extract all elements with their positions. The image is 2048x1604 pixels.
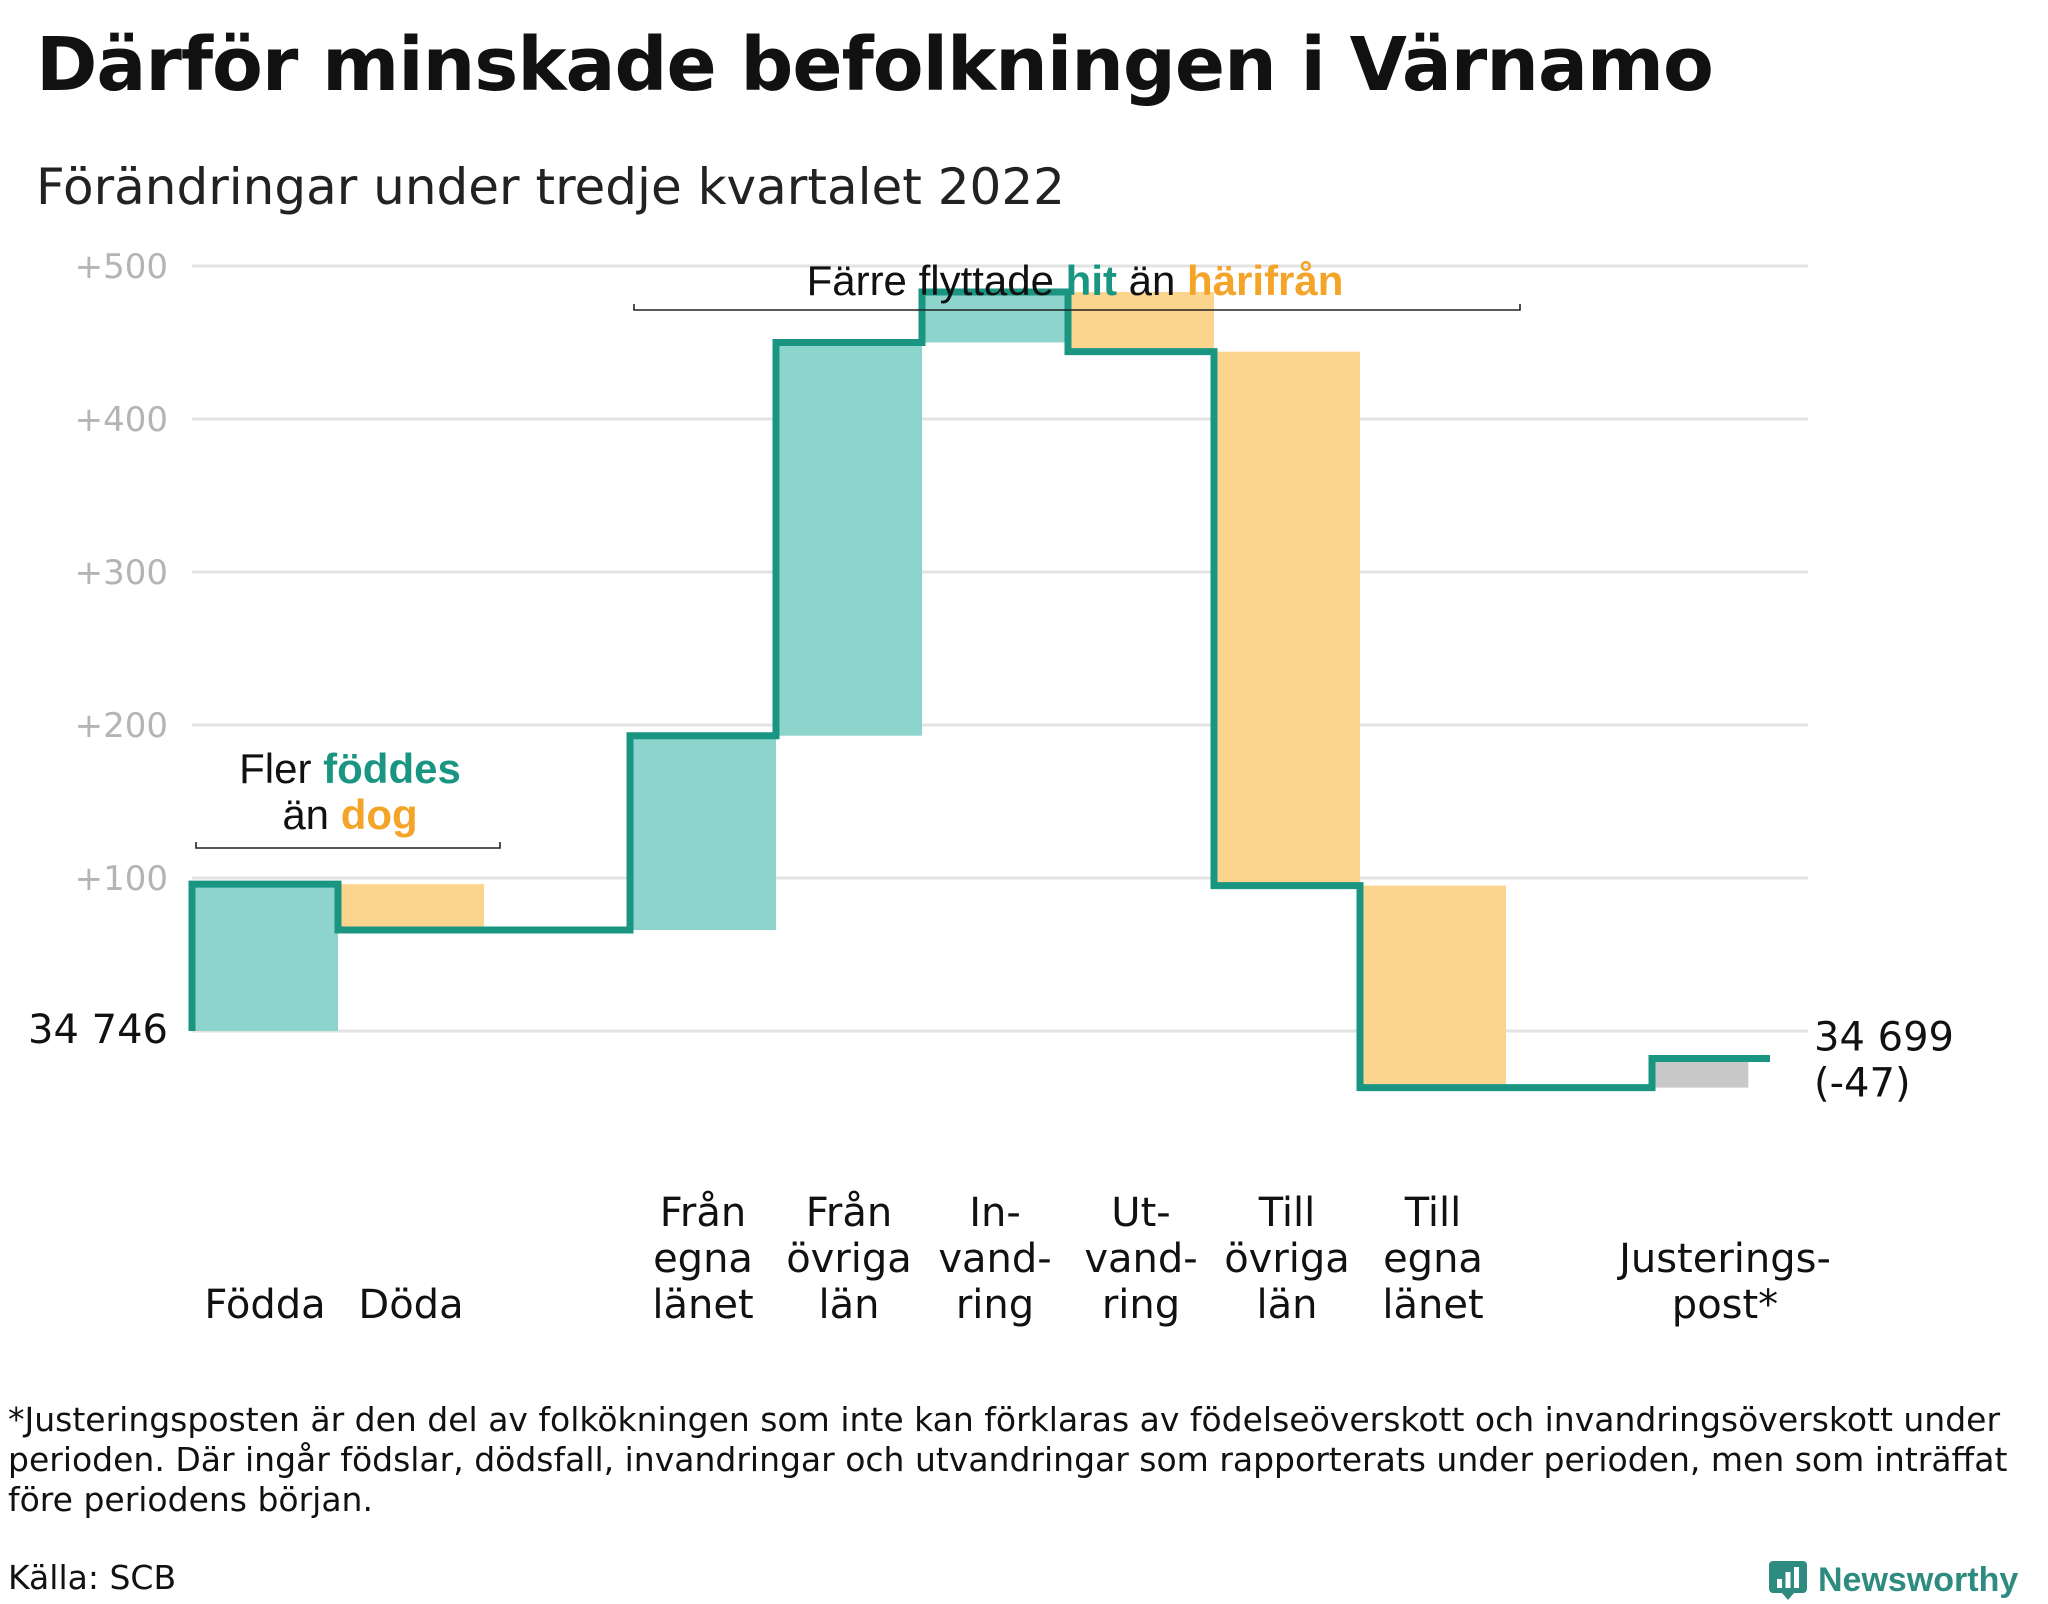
waterfall-chart: +100 +200 +300 +400 +500 Födda Döda Från egna län… [28,247,1954,1328]
bar [922,292,1068,343]
annotation-births-line2: än dog [282,791,417,838]
start-value-label: 34 746 [28,1007,168,1053]
labels: +100 +200 +300 +400 +500 Födda Döda Från egna län… [28,247,1954,1328]
x-category-label: Till egna länet [1382,1190,1483,1328]
net-change-label: (-47) [1814,1061,1911,1107]
chart-title: Därför minskade befolkningen i Värnamo [36,22,1714,108]
x-category-label: Ut-vand-ring [1084,1190,1197,1328]
step-line-layer [188,288,1770,1092]
annotation-births-bracket [195,842,501,849]
bar [1068,292,1214,352]
footnote: *Justeringsposten är den del av folkökni… [8,1400,2008,1519]
end-value-label: 34 699 [1814,1015,1954,1061]
annotation-migration: Färre flyttade hit än härifrån [807,257,1344,304]
annotation-births-line1: Fler föddes [239,745,461,792]
bar [630,735,776,931]
bars [192,292,1749,1088]
bar [338,884,484,931]
chart-subtitle: Förändringar under tredje kvartalet 2022 [36,158,1065,216]
x-category-label: Till övriga län [1224,1190,1350,1328]
source-note: Källa: SCB [8,1558,177,1597]
y-tick-label: +200 [75,706,168,746]
x-category-label: Från egna länet [652,1190,753,1328]
bar [1360,885,1506,1088]
step-line [188,288,1770,1092]
bar [1214,351,1360,886]
x-category-label: Döda [358,1282,463,1328]
bar [776,342,922,736]
x-category-label: Från övriga län [786,1190,912,1328]
bar [1652,1058,1749,1088]
brand-logo: Newsworthy [1768,1556,2018,1604]
x-category-label: Födda [204,1282,325,1328]
x-category-label: In-vand-ring [938,1190,1051,1328]
annotation-migration-bracket [633,304,1521,311]
y-tick-label: +500 [75,247,168,287]
y-tick-label: +300 [75,553,168,593]
brand-name: Newsworthy [1818,1560,2019,1599]
y-tick-label: +100 [75,859,168,899]
grid-lines [192,264,1808,1033]
newsworthy-chart-icon [1769,1561,1807,1600]
y-tick-label: +400 [75,400,168,440]
x-category-label: Justerings-post* [1616,1236,1831,1328]
bar [192,884,338,1031]
